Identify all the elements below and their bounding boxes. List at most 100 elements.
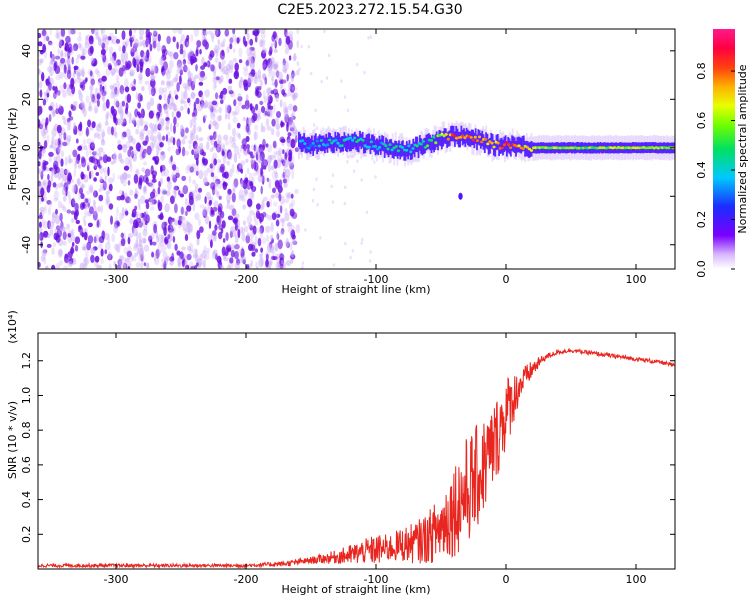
noise-cell [215, 178, 221, 185]
noise-cell [225, 104, 230, 113]
noise-cell [166, 81, 171, 89]
noise-cell [185, 127, 189, 134]
noise-cell [73, 122, 76, 130]
noise-cell [242, 194, 246, 203]
noise-cell [107, 251, 112, 260]
noise-cell [291, 234, 296, 240]
noise-cell [227, 122, 231, 131]
noise-cell [129, 162, 133, 173]
carrier-body-cell [520, 138, 523, 154]
noise-cell [229, 230, 233, 239]
noise-cell [100, 29, 104, 36]
carrier-body-cell [426, 133, 429, 150]
noise-cell [172, 36, 176, 43]
noise-cell [107, 126, 112, 135]
noise-cell [226, 199, 230, 206]
noise-cell [128, 29, 133, 37]
noise-cell [107, 233, 110, 244]
noise-cell [280, 120, 284, 128]
noise-cell [192, 77, 196, 86]
noise-cell [344, 185, 347, 190]
noise-cell [77, 164, 82, 169]
noise-cell [100, 48, 106, 56]
noise-cell [120, 194, 125, 201]
noise-cell [192, 127, 195, 136]
noise-cell [250, 236, 253, 247]
noise-cell [176, 138, 181, 149]
noise-cell [85, 126, 89, 137]
noise-cell [240, 177, 243, 185]
noise-cell [180, 34, 186, 42]
carrier-body-cell [404, 145, 407, 161]
noise-cell [159, 241, 164, 247]
noise-cell [55, 91, 60, 97]
noise-cell [269, 46, 273, 55]
noise-cell [105, 113, 109, 123]
noise-cell [74, 184, 78, 195]
noise-cell [293, 92, 299, 99]
noise-cell [187, 245, 192, 251]
noise-cell [86, 241, 92, 251]
noise-cell [168, 227, 174, 232]
noise-cell [181, 175, 187, 181]
noise-cell [241, 232, 246, 242]
noise-cell [183, 209, 187, 216]
carrier-body-cell [459, 131, 461, 148]
noise-cell [181, 246, 186, 251]
noise-cell [221, 49, 225, 57]
noise-cell [176, 250, 181, 256]
carrier-core-cell [502, 143, 506, 147]
noise-cell [62, 187, 67, 196]
noise-cell [99, 184, 104, 189]
noise-cell [258, 228, 262, 235]
noise-cell [83, 231, 88, 241]
noise-cell [242, 116, 247, 122]
noise-cell [218, 141, 222, 148]
noise-cell [136, 168, 139, 175]
noise-cell [274, 61, 279, 67]
noise-cell [64, 169, 70, 174]
carrier-band [298, 120, 675, 200]
noise-cell [102, 101, 107, 112]
noise-cell [278, 37, 282, 47]
noise-cell [94, 159, 97, 169]
noise-cell [40, 255, 46, 262]
noise-cell [273, 151, 277, 159]
noise-cell [204, 89, 210, 98]
noise-cell [163, 168, 170, 177]
colorbar: 0.00.20.40.60.8 Normalized spectral ampl… [695, 29, 749, 278]
noise-cell [247, 117, 252, 126]
noise-cell [100, 258, 104, 265]
noise-cell [150, 199, 155, 206]
noise-cell [130, 135, 134, 142]
noise-cell [234, 99, 237, 106]
noise-cell [174, 190, 177, 199]
noise-cell [90, 57, 95, 64]
noise-cell [115, 38, 121, 44]
noise-cell [48, 156, 53, 162]
noise-cell [257, 86, 262, 91]
noise-cell [171, 111, 175, 118]
noise-cell [217, 146, 220, 152]
noise-cell [212, 112, 216, 118]
noise-cell [47, 75, 51, 82]
noise-cell [118, 45, 122, 52]
noise-cell [135, 128, 140, 135]
noise-cell [89, 142, 95, 151]
noise-cell [356, 159, 359, 163]
noise-cell [226, 149, 232, 160]
noise-cell [62, 141, 68, 147]
noise-cell [139, 116, 144, 127]
noise-cell [38, 68, 41, 76]
noise-cell [44, 205, 48, 214]
noise-cell [68, 154, 72, 165]
noise-cell [190, 58, 194, 65]
noise-cell [269, 105, 274, 110]
noise-cell [191, 149, 195, 156]
noise-cell [166, 80, 171, 86]
noise-cell [286, 241, 290, 248]
noise-cell [165, 126, 170, 131]
noise-cell [166, 242, 172, 250]
noise-cell [41, 72, 45, 82]
